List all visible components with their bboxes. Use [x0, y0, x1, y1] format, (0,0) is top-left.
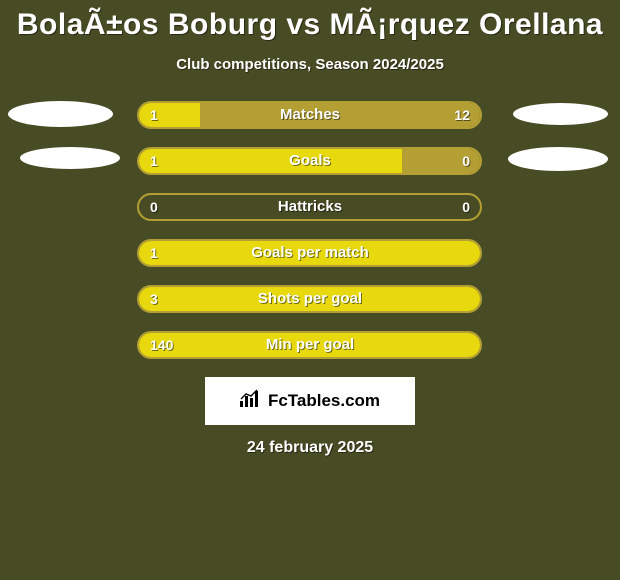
stat-left-value: 1 [150, 101, 158, 129]
stat-right-value: 0 [462, 193, 470, 221]
page-title: BolaÃ±os Boburg vs MÃ¡rquez Orellana [0, 0, 620, 42]
stat-bar-left [139, 333, 480, 357]
stat-right-value: 12 [454, 101, 470, 129]
brand-badge: FcTables.com [205, 377, 415, 425]
stat-bar-left [139, 287, 480, 311]
stat-bar-track [137, 239, 482, 267]
stat-left-value: 1 [150, 239, 158, 267]
stat-row: 0 Hattricks 0 [0, 193, 620, 221]
player-left-marker [8, 101, 113, 127]
player-right-marker [508, 147, 608, 171]
stat-bar-track [137, 285, 482, 313]
stat-left-value: 3 [150, 285, 158, 313]
chart-icon [240, 389, 262, 414]
stat-row: 1 Goals per match [0, 239, 620, 267]
stat-bar-track [137, 193, 482, 221]
player-right-marker [513, 103, 608, 125]
stat-bar-left [139, 241, 480, 265]
stat-bar-track [137, 101, 482, 129]
date-label: 24 february 2025 [0, 439, 620, 457]
stat-bar-right [200, 103, 480, 127]
page-subtitle: Club competitions, Season 2024/2025 [0, 56, 620, 73]
stats-container: 1 Matches 12 1 Goals 0 0 Hattricks 0 1 G… [0, 101, 620, 359]
stat-row: 140 Min per goal [0, 331, 620, 359]
stat-row: 1 Matches 12 [0, 101, 620, 129]
stat-bar-track [137, 331, 482, 359]
stat-row: 1 Goals 0 [0, 147, 620, 175]
brand-label: FcTables.com [268, 391, 380, 411]
stat-left-value: 140 [150, 331, 173, 359]
stat-left-value: 0 [150, 193, 158, 221]
stat-left-value: 1 [150, 147, 158, 175]
stat-bar-left [139, 149, 402, 173]
stat-row: 3 Shots per goal [0, 285, 620, 313]
player-left-marker [20, 147, 120, 169]
stat-bar-track [137, 147, 482, 175]
stat-right-value: 0 [462, 147, 470, 175]
stat-bar-left [139, 103, 200, 127]
